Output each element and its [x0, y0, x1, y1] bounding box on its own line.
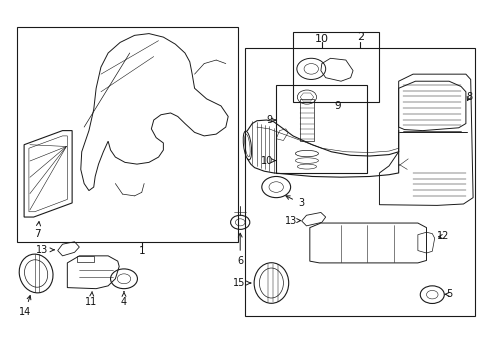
Text: 7: 7 [34, 222, 41, 239]
Text: 10: 10 [261, 156, 276, 166]
Text: 6: 6 [237, 233, 243, 266]
Text: 1: 1 [139, 246, 145, 256]
Text: 5: 5 [445, 289, 452, 299]
Text: 15: 15 [233, 278, 251, 288]
Text: 9: 9 [267, 115, 276, 125]
Text: 8: 8 [466, 92, 472, 102]
Text: 13: 13 [285, 216, 300, 226]
Text: 3: 3 [286, 196, 304, 208]
Text: 2: 2 [357, 32, 364, 42]
Text: 12: 12 [437, 231, 449, 242]
Text: 13: 13 [36, 245, 54, 255]
Text: 9: 9 [334, 101, 341, 111]
Text: 11: 11 [85, 292, 98, 307]
Text: 4: 4 [121, 292, 127, 307]
Text: 10: 10 [315, 34, 329, 44]
Text: 14: 14 [19, 296, 31, 317]
